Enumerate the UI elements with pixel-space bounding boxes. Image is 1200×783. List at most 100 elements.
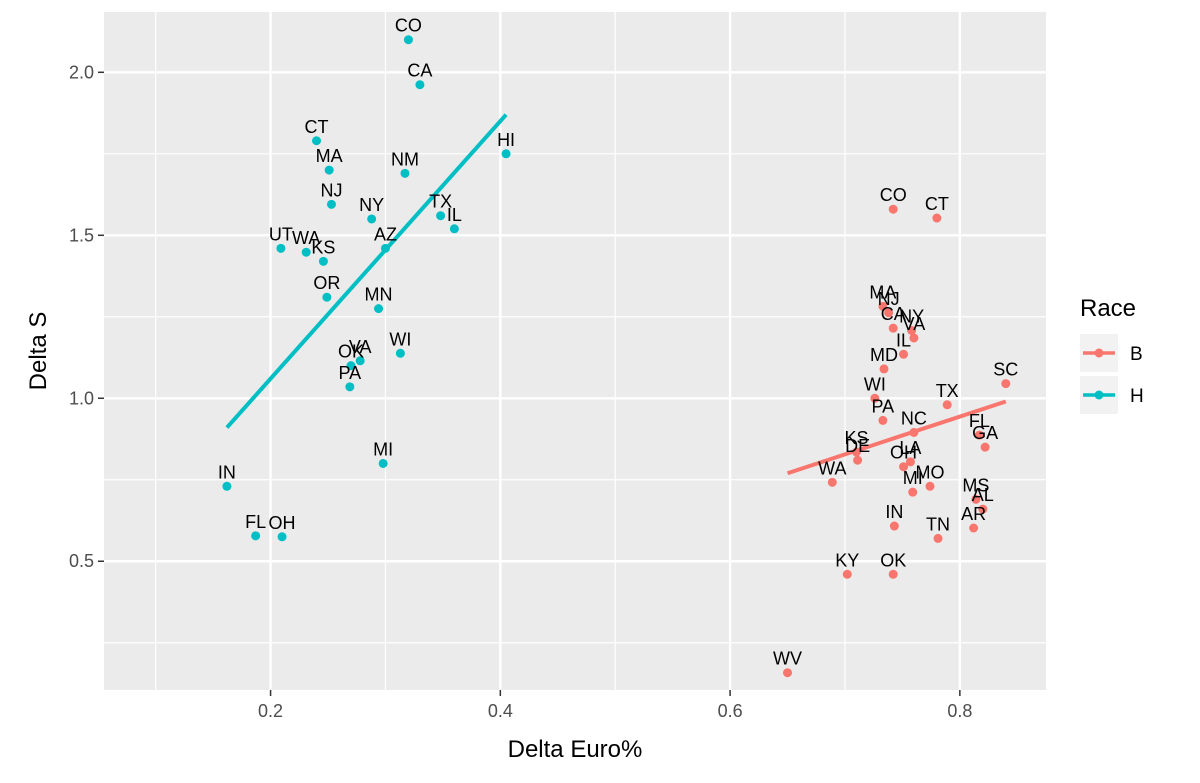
point-B-NC — [909, 427, 919, 437]
y-tick-label: 0.5 — [69, 551, 94, 571]
point-H-UT — [276, 243, 286, 253]
point-B-OK — [888, 569, 898, 579]
x-tick-label: 0.6 — [718, 701, 743, 721]
y-axis-title: Delta S — [25, 312, 52, 391]
point-label-B-PA: PA — [872, 396, 895, 416]
trend-line-H — [225, 113, 508, 429]
point-B-OH — [899, 462, 909, 472]
point-H-KS — [318, 256, 328, 266]
point-B-LA — [905, 457, 915, 467]
point-B-CO — [888, 204, 898, 214]
y-tick-label: 2.0 — [69, 62, 94, 82]
point-label-B-VA: VA — [903, 314, 926, 334]
point-label-H-NM: NM — [391, 149, 419, 169]
point-H-HI — [501, 149, 511, 159]
point-B-TX — [942, 400, 952, 410]
point-label-H-WA: WA — [292, 228, 320, 248]
point-B-AR — [969, 523, 979, 533]
x-axis-title: Delta Euro% — [508, 736, 643, 763]
point-B-SC — [1001, 379, 1011, 389]
point-label-H-HI: HI — [497, 130, 515, 150]
point-H-TX — [436, 211, 446, 221]
point-B-MO — [925, 481, 935, 491]
point-label-H-CO: CO — [395, 16, 422, 36]
legend: Race BH — [1080, 295, 1144, 414]
legend-key-point-H — [1094, 390, 1104, 400]
point-B-MI — [908, 487, 918, 497]
point-label-H-IL: IL — [447, 205, 462, 225]
point-label-H-MI: MI — [373, 439, 393, 459]
x-tick-label: 0.2 — [258, 701, 283, 721]
point-label-H-CA: CA — [407, 61, 432, 81]
point-label-H-PA: PA — [338, 363, 361, 383]
point-label-H-FL: FL — [245, 512, 266, 532]
point-B-IN — [889, 521, 899, 531]
point-label-H-MN: MN — [365, 285, 393, 305]
major-gridlines — [104, 12, 1046, 690]
point-label-B-NC: NC — [901, 408, 927, 428]
point-H-FL — [251, 531, 261, 541]
point-label-B-NY: NY — [899, 306, 924, 326]
point-label-H-IN: IN — [218, 462, 236, 482]
point-label-B-CA: CA — [881, 304, 906, 324]
point-label-B-OK: OK — [880, 550, 906, 570]
point-label-H-AZ: AZ — [374, 224, 397, 244]
point-B-KS — [851, 447, 861, 457]
point-B-WA — [827, 477, 837, 487]
point-label-B-MO: MO — [915, 462, 944, 482]
point-label-B-CO: CO — [880, 185, 907, 205]
point-H-MI — [378, 458, 388, 468]
point-label-H-OH: OH — [269, 513, 296, 533]
point-H-IN — [222, 481, 232, 491]
x-axis: 0.2 0.4 0.6 0.8 — [258, 690, 972, 721]
point-label-B-KS: KS — [844, 428, 868, 448]
point-B-WI — [870, 393, 880, 403]
legend-label-H: H — [1130, 386, 1144, 407]
point-label-B-MI: MI — [903, 468, 923, 488]
point-label-H-CT: CT — [305, 117, 329, 137]
point-label-B-MD: MD — [870, 345, 898, 365]
point-label-H-OR: OR — [313, 273, 340, 293]
point-label-B-MS: MS — [962, 475, 989, 495]
point-B-NJ — [884, 308, 894, 318]
point-H-CT — [312, 136, 322, 146]
point-label-B-GA: GA — [972, 423, 998, 443]
point-H-WA — [301, 247, 311, 257]
point-H-MN — [374, 304, 384, 314]
point-H-WI — [395, 348, 405, 358]
legend-key-point-B — [1094, 348, 1104, 358]
point-label-B-WV: WV — [773, 649, 802, 669]
point-H-VA — [355, 356, 365, 366]
point-H-CA — [415, 80, 425, 90]
point-label-B-NJ: NJ — [878, 289, 900, 309]
point-B-MS — [971, 494, 981, 504]
point-label-H-TX: TX — [429, 192, 452, 212]
point-H-IL — [449, 224, 459, 234]
point-H-CO — [403, 35, 413, 45]
trend-line-B — [786, 399, 1007, 476]
point-label-H-VA: VA — [349, 337, 372, 357]
point-label-B-AL: AL — [972, 485, 994, 505]
point-B-TN — [933, 533, 943, 543]
point-H-OR — [322, 292, 332, 302]
data-points — [222, 35, 1011, 678]
point-B-FL — [974, 430, 984, 440]
point-label-B-TX: TX — [936, 381, 959, 401]
point-label-H-NY: NY — [359, 195, 384, 215]
plot-panel — [104, 12, 1046, 690]
point-H-NY — [367, 214, 377, 224]
point-B-PA — [878, 415, 888, 425]
point-H-PA — [345, 382, 355, 392]
point-label-B-FL: FL — [969, 411, 990, 431]
point-B-MA — [878, 301, 888, 311]
point-label-B-OH: OH — [890, 443, 917, 463]
x-tick-label: 0.4 — [488, 701, 513, 721]
point-label-B-SC: SC — [993, 360, 1018, 380]
point-label-B-WI: WI — [864, 374, 886, 394]
legend-label-B: B — [1130, 344, 1143, 365]
point-label-H-OK: OK — [338, 342, 364, 362]
point-label-H-UT: UT — [269, 224, 293, 244]
point-label-B-MA: MA — [869, 282, 896, 302]
point-B-WV — [783, 668, 793, 678]
